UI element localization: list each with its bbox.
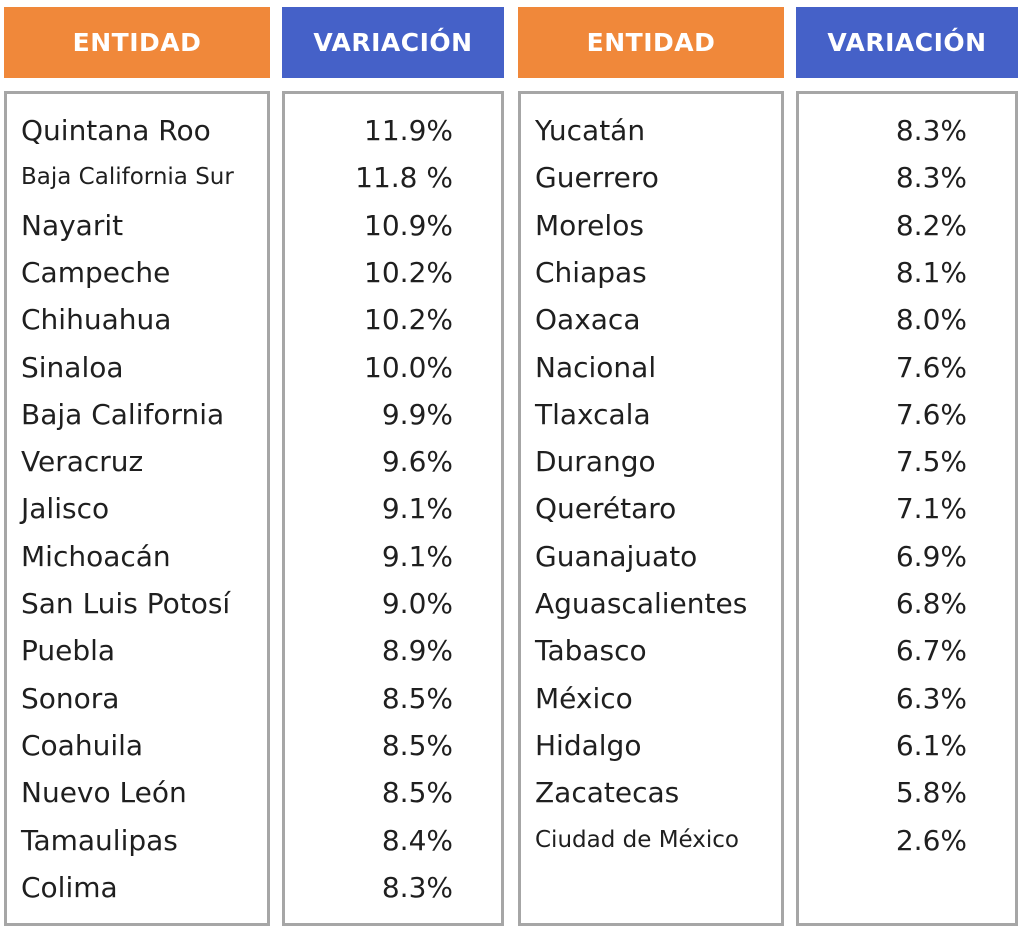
variacion-cell-right-11: 6.8% <box>895 587 967 620</box>
entidad-cell-right-11: Aguascalientes <box>535 587 748 620</box>
left-variacion-header: VARIACIÓN <box>282 7 504 78</box>
entidad-cell-right-13: México <box>535 681 633 715</box>
entidad-cell-left-11: San Luis Potosí <box>21 587 231 620</box>
variacion-cell-left-14: 8.5% <box>381 728 453 762</box>
entidad-cell-right-10: Guanajuato <box>535 539 698 573</box>
entidad-cell-left-1: Quintana Roo <box>21 114 211 147</box>
left-variacion-column: 11.9% 11.8 % 10.9% 10.2% 10.2% 10.0% 9.9% 9.6% 9… <box>282 91 504 926</box>
variacion-cell-right-5: 8.0% <box>895 303 967 337</box>
entidad-cell-left-7: Baja California <box>21 397 225 431</box>
variacion-cell-left-4: 10.2% <box>364 255 453 289</box>
right-entidad-header: ENTIDAD <box>518 7 784 78</box>
variacion-cell-left-7: 9.9% <box>381 397 453 431</box>
entidad-cell-left-14: Coahuila <box>21 728 144 762</box>
variacion-cell-left-12: 8.9% <box>381 634 453 668</box>
entidad-cell-left-5: Chihuahua <box>21 303 172 337</box>
variacion-cell-right-6: 7.6% <box>895 350 967 384</box>
entidad-cell-left-6: Sinaloa <box>21 350 124 384</box>
variacion-cell-right-16: 2.6% <box>895 823 967 857</box>
entidad-cell-left-3: Nayarit <box>21 208 124 242</box>
entidad-cell-left-2: Baja California Sur <box>21 164 234 191</box>
variacion-cell-left-11: 9.0% <box>381 587 453 620</box>
variacion-cell-right-8: 7.5% <box>895 445 967 479</box>
entidad-cell-right-2: Guerrero <box>535 161 659 195</box>
variacion-cell-right-2: 8.3% <box>895 161 967 195</box>
entidad-cell-left-10: Michoacán <box>21 539 171 573</box>
variacion-cell-left-2: 11.8 % <box>355 161 453 195</box>
variacion-cell-left-15: 8.5% <box>381 776 453 810</box>
entidad-cell-right-6: Nacional <box>535 350 657 384</box>
right-variacion-header: VARIACIÓN <box>796 7 1018 78</box>
variacion-cell-right-10: 6.9% <box>895 539 967 573</box>
entidad-cell-left-13: Sonora <box>21 681 120 715</box>
entidad-cell-left-17: Colima <box>21 870 118 904</box>
variacion-cell-right-7: 7.6% <box>895 397 967 431</box>
entidad-cell-left-16: Tamaulipas <box>21 823 178 857</box>
variacion-cell-left-5: 10.2% <box>364 303 453 337</box>
entidad-cell-left-9: Jalisco <box>21 492 110 526</box>
variacion-cell-right-15: 5.8% <box>895 776 967 810</box>
variacion-cell-left-3: 10.9% <box>364 208 453 242</box>
entidad-cell-left-15: Nuevo León <box>21 776 187 810</box>
right-entidad-column: Yucatán Guerrero Morelos Chiapas Oaxaca Nacio… <box>518 91 784 926</box>
variacion-cell-right-1: 8.3% <box>895 114 967 147</box>
variacion-cell-right-3: 8.2% <box>895 208 967 242</box>
entidad-cell-right-3: Morelos <box>535 208 644 242</box>
entidad-cell-right-8: Durango <box>535 445 656 479</box>
entidad-cell-left-4: Campeche <box>21 255 171 289</box>
entidad-cell-right-4: Chiapas <box>535 255 647 289</box>
variacion-cell-left-17: 8.3% <box>381 870 453 904</box>
variacion-cell-left-8: 9.6% <box>381 445 453 479</box>
entidad-cell-right-15: Zacatecas <box>535 776 680 810</box>
variacion-cell-right-4: 8.1% <box>895 255 967 289</box>
variacion-cell-right-9: 7.1% <box>895 492 967 526</box>
variacion-cell-left-13: 8.5% <box>381 681 453 715</box>
variacion-cell-left-6: 10.0% <box>364 350 453 384</box>
variacion-cell-left-1: 11.9% <box>364 114 453 147</box>
entidad-cell-right-9: Querétaro <box>535 492 677 526</box>
variacion-cell-right-14: 6.1% <box>895 728 967 762</box>
entidad-cell-left-12: Puebla <box>21 634 116 668</box>
variacion-cell-left-10: 9.1% <box>381 539 453 573</box>
entidad-cell-right-14: Hidalgo <box>535 728 642 762</box>
variacion-cell-left-9: 9.1% <box>381 492 453 526</box>
left-entidad-column: Quintana Roo Baja California Sur Nayarit Ca… <box>4 91 270 926</box>
variacion-cell-right-12: 6.7% <box>895 634 967 668</box>
entidad-cell-right-5: Oaxaca <box>535 303 641 337</box>
entidad-cell-right-7: Tlaxcala <box>535 397 651 431</box>
entidad-cell-right-16: Ciudad de México <box>535 826 740 853</box>
variacion-cell-right-13: 6.3% <box>895 681 967 715</box>
left-entidad-header: ENTIDAD <box>4 7 270 78</box>
entidad-cell-left-8: Veracruz <box>21 445 144 479</box>
right-variacion-column: 8.3% 8.3% 8.2% 8.1% 8.0% 7.6% 7.6% 7.5% 7.1% 6.9%… <box>796 91 1018 926</box>
variacion-cell-left-16: 8.4% <box>381 823 453 857</box>
entidad-cell-right-1: Yucatán <box>535 114 646 147</box>
entidad-cell-right-12: Tabasco <box>535 634 647 668</box>
